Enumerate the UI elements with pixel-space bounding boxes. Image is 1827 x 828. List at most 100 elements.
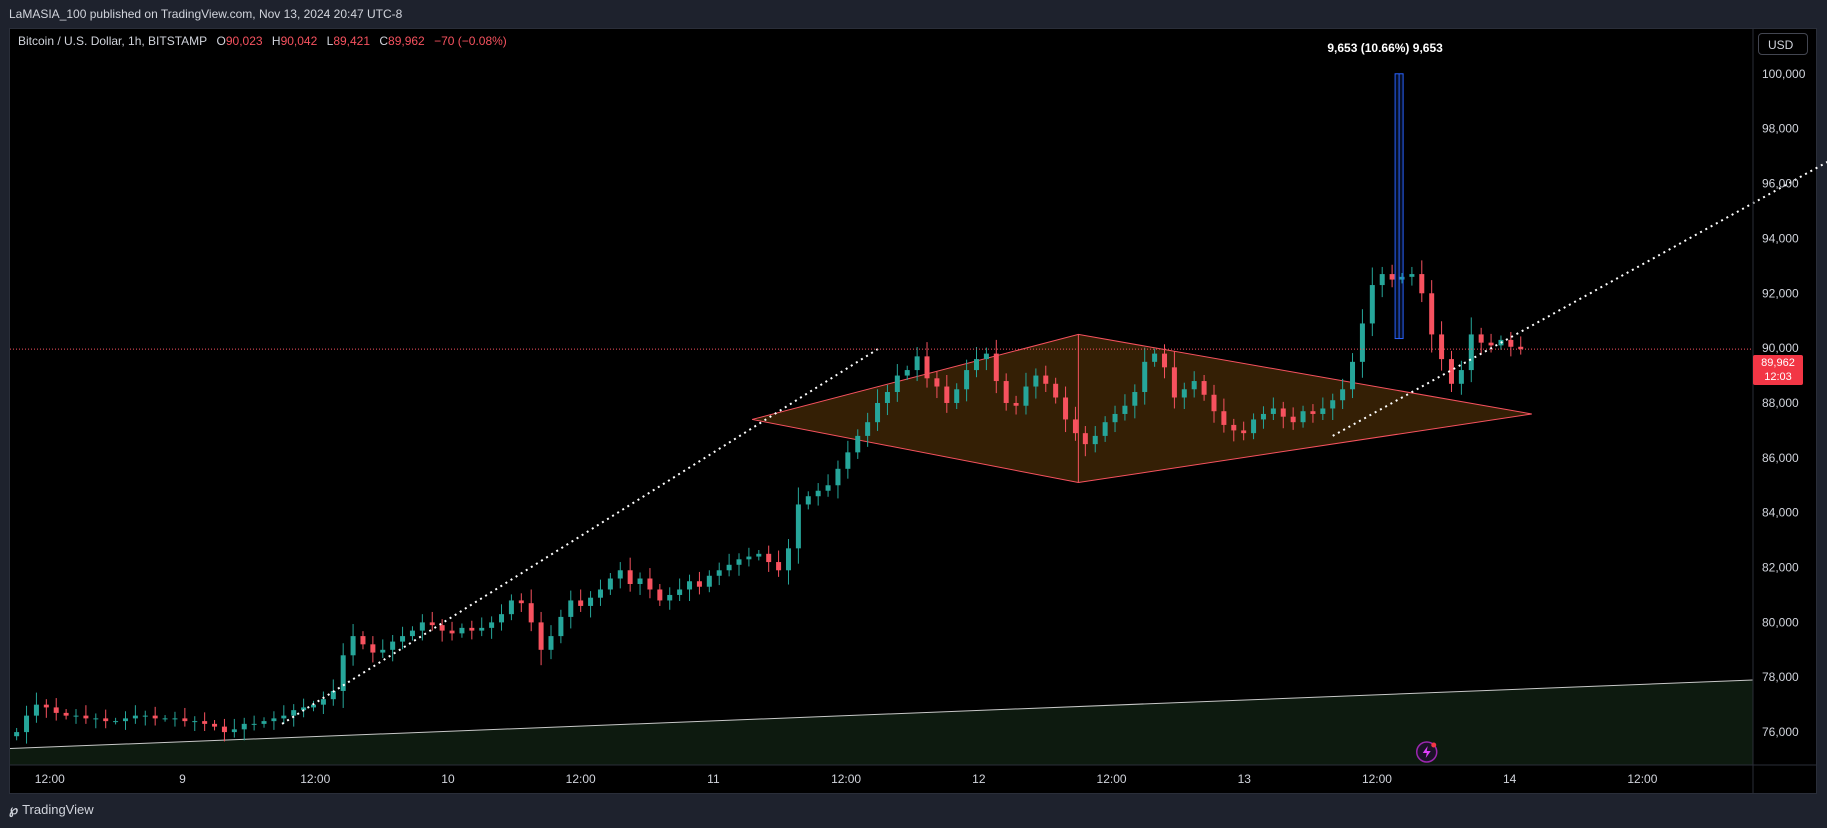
candle-body[interactable] — [1023, 386, 1029, 406]
candle-body[interactable] — [1419, 274, 1425, 294]
candle-body[interactable] — [894, 375, 900, 393]
candle-body[interactable] — [1251, 419, 1257, 434]
candle-body[interactable] — [558, 616, 564, 637]
candle-body[interactable] — [1340, 389, 1346, 401]
candle-body[interactable] — [291, 710, 297, 716]
candle-body[interactable] — [1043, 375, 1049, 384]
candle-body[interactable] — [310, 704, 316, 708]
candle-body[interactable] — [647, 578, 653, 590]
candle-body[interactable] — [261, 721, 267, 724]
candle-body[interactable] — [1053, 383, 1059, 398]
candle-body[interactable] — [924, 356, 930, 379]
candle-body[interactable] — [409, 630, 415, 637]
candle-body[interactable] — [973, 359, 979, 371]
candle-body[interactable] — [1508, 339, 1514, 347]
candle-body[interactable] — [459, 627, 465, 634]
candle-body[interactable] — [152, 715, 158, 719]
candle-body[interactable] — [518, 600, 524, 604]
candle-body[interactable] — [1290, 416, 1296, 423]
candle-body[interactable] — [14, 732, 20, 737]
candle-body[interactable] — [1152, 353, 1158, 362]
candle-body[interactable] — [212, 723, 218, 727]
candle-body[interactable] — [1003, 381, 1009, 403]
candle-body[interactable] — [637, 578, 643, 584]
candle-body[interactable] — [1389, 274, 1395, 280]
candle-body[interactable] — [1231, 424, 1237, 431]
candle-body[interactable] — [241, 723, 247, 730]
candle-body[interactable] — [33, 704, 39, 716]
dotted-projection-line[interactable] — [1332, 68, 1827, 437]
candle-body[interactable] — [1191, 381, 1197, 390]
candle-body[interactable] — [884, 392, 890, 403]
candle-body[interactable] — [439, 625, 445, 631]
candle-body[interactable] — [1409, 274, 1415, 277]
candle-body[interactable] — [231, 729, 237, 733]
candle-body[interactable] — [825, 485, 831, 491]
candle-body[interactable] — [489, 622, 495, 628]
candle-body[interactable] — [113, 721, 119, 723]
candle-body[interactable] — [756, 553, 762, 557]
candle-body[interactable] — [815, 490, 821, 497]
candle-body[interactable] — [1429, 293, 1435, 335]
candle-body[interactable] — [162, 718, 168, 720]
candle-body[interactable] — [73, 715, 79, 717]
candle-body[interactable] — [1072, 419, 1078, 434]
candle-body[interactable] — [865, 422, 871, 436]
support-trendline[interactable] — [10, 679, 1753, 750]
candle-body[interactable] — [320, 699, 326, 705]
candle-body[interactable] — [1468, 334, 1474, 371]
candle-body[interactable] — [340, 655, 346, 691]
candle-body[interactable] — [1092, 435, 1098, 445]
candle-body[interactable] — [588, 597, 594, 606]
candle-body[interactable] — [1063, 397, 1069, 420]
candle-body[interactable] — [538, 622, 544, 650]
candle-body[interactable] — [1171, 367, 1177, 398]
candle-body[interactable] — [1359, 323, 1365, 362]
tradingview-logo-icon[interactable]: ℘ — [9, 802, 19, 817]
candle-body[interactable] — [350, 636, 356, 656]
candle-body[interactable] — [93, 718, 99, 720]
diamond-pattern[interactable] — [751, 333, 1532, 484]
candle-body[interactable] — [983, 353, 989, 360]
candle-body[interactable] — [696, 581, 702, 587]
candle-body[interactable] — [934, 378, 940, 387]
candle-body[interactable] — [142, 715, 148, 717]
candle-body[interactable] — [370, 644, 376, 653]
candle-body[interactable] — [479, 627, 485, 631]
candle-body[interactable] — [785, 548, 791, 571]
candle-body[interactable] — [301, 707, 307, 711]
candle-body[interactable] — [875, 402, 881, 423]
dotted-projection-line[interactable] — [281, 347, 880, 725]
candle-body[interactable] — [716, 570, 722, 576]
candle-body[interactable] — [805, 496, 811, 505]
candle-body[interactable] — [1300, 411, 1306, 423]
candle-body[interactable] — [993, 353, 999, 382]
candle-body[interactable] — [667, 594, 673, 601]
candle-body[interactable] — [528, 603, 534, 623]
candle-body[interactable] — [1260, 413, 1266, 420]
candle-body[interactable] — [1221, 411, 1227, 425]
candle-body[interactable] — [845, 452, 851, 469]
candle-body[interactable] — [330, 690, 336, 700]
candle-body[interactable] — [1478, 334, 1484, 343]
candle-body[interactable] — [449, 630, 455, 634]
candle-body[interactable] — [578, 600, 584, 606]
candle-body[interactable] — [568, 600, 574, 617]
candle-body[interactable] — [202, 721, 208, 724]
candle-body[interactable] — [736, 559, 742, 565]
candle-body[interactable] — [1439, 334, 1445, 360]
candle-body[interactable] — [1458, 370, 1464, 384]
candle-body[interactable] — [706, 575, 712, 587]
candle-body[interactable] — [1310, 411, 1316, 414]
footer-brand[interactable]: TradingView — [22, 802, 94, 817]
candle-body[interactable] — [1369, 285, 1375, 324]
candle-body[interactable] — [954, 389, 960, 403]
candle-body[interactable] — [508, 600, 514, 615]
candle-body[interactable] — [380, 649, 386, 653]
candle-body[interactable] — [657, 589, 663, 601]
candle-body[interactable] — [746, 556, 752, 560]
candle-body[interactable] — [687, 581, 693, 590]
currency-button[interactable]: USD — [1758, 33, 1808, 55]
candle-body[interactable] — [1350, 361, 1356, 390]
candle-body[interactable] — [1102, 422, 1108, 436]
